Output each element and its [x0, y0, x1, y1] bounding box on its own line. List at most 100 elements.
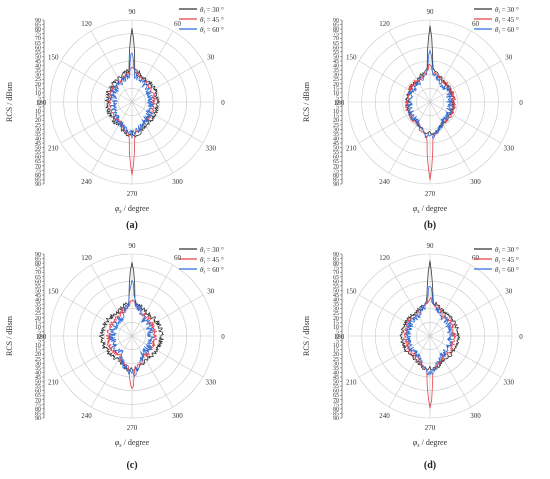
radial-tick-label: 50: [35, 380, 41, 386]
radial-tick-label: 20: [333, 316, 339, 322]
radial-tick-label: 45: [333, 141, 339, 147]
radial-tick-label: 10: [333, 325, 339, 331]
angle-tick-label: 0: [221, 99, 225, 107]
grid-spoke: [131, 335, 204, 378]
angle-tick-label: 60: [174, 254, 182, 262]
panel-caption: (d): [424, 460, 436, 471]
radial-tick-label: 5: [336, 329, 339, 335]
radial-tick-label: 30: [333, 307, 339, 313]
radial-tick-label: 50: [333, 380, 339, 386]
radial-tick-label: 85: [333, 23, 339, 29]
radial-tick-label: 80: [35, 407, 41, 413]
series-line: [109, 52, 154, 139]
angle-tick-label: 30: [505, 288, 513, 296]
angle-tick-label: 240: [81, 178, 92, 186]
angle-tick-label: 210: [346, 145, 357, 153]
angle-tick-label: 120: [81, 254, 92, 262]
angle-tick-label: 0: [221, 333, 225, 341]
grid-spoke: [90, 264, 133, 337]
radial-tick-label: 25: [35, 123, 41, 129]
grid-spoke: [90, 30, 133, 103]
angle-tick-label: 180: [36, 333, 47, 341]
grid-spoke: [60, 294, 133, 337]
radial-tick-label: 10: [35, 325, 41, 331]
radial-tick-label: 0: [38, 334, 41, 340]
radial-tick-label: 90: [333, 182, 339, 188]
angle-tick-label: 30: [207, 54, 215, 62]
radial-tick-label: 30: [35, 127, 41, 133]
radial-tick-label: 75: [333, 32, 339, 38]
radial-tick-label: 60: [35, 45, 41, 51]
radial-tick-label: 20: [333, 352, 339, 358]
radial-tick-label: 70: [35, 398, 41, 404]
angle-tick-label: 330: [504, 145, 515, 153]
angle-tick-label: 210: [48, 379, 59, 387]
radial-tick-label: 90: [333, 416, 339, 422]
grid-spoke: [131, 60, 204, 103]
y-axis-title: RCS / dBsm: [5, 315, 14, 356]
angle-tick-label: 60: [472, 254, 480, 262]
radial-tick-label: 30: [333, 361, 339, 367]
radial-tick-label: 30: [35, 73, 41, 79]
grid-spoke: [131, 335, 174, 408]
radial-tick-label: 45: [35, 59, 41, 65]
panel-caption: (c): [126, 460, 137, 471]
grid-spoke: [388, 335, 431, 408]
radial-tick-label: 60: [333, 279, 339, 285]
radial-tick-label: 65: [333, 41, 339, 47]
radial-tick-label: 5: [38, 329, 41, 335]
grid-spoke: [388, 30, 431, 103]
grid-spoke: [358, 101, 431, 144]
radial-tick-label: 75: [35, 32, 41, 38]
radial-tick-label: 70: [35, 164, 41, 170]
angle-tick-label: 240: [379, 178, 390, 186]
angle-tick-label: 300: [172, 412, 183, 420]
radial-tick-label: 70: [35, 36, 41, 42]
radial-tick-label: 25: [333, 357, 339, 363]
radial-tick-label: 35: [333, 132, 339, 138]
legend-label: θi = 60 °: [495, 26, 519, 36]
radial-tick-label: 90: [35, 252, 41, 258]
grid-spoke: [388, 264, 431, 337]
grid-spoke: [429, 101, 502, 144]
radial-tick-label: 35: [35, 132, 41, 138]
radial-tick-label: 85: [35, 23, 41, 29]
radial-tick-label: 55: [333, 150, 339, 156]
grid-spoke: [358, 60, 431, 103]
radial-tick-label: 30: [333, 73, 339, 79]
angle-tick-label: 90: [129, 8, 137, 16]
angle-tick-label: 30: [505, 54, 513, 62]
radial-tick-label: 35: [35, 68, 41, 74]
polar-chart-a: 9085807570656055504540353025201510505101…: [5, 6, 225, 231]
polar-chart-c: 9085807570656055504540353025201510505101…: [5, 242, 225, 471]
legend-label: θi = 45 °: [200, 256, 224, 266]
angle-tick-label: 120: [379, 254, 390, 262]
grid-spoke: [131, 30, 174, 103]
radial-tick-label: 55: [35, 384, 41, 390]
radial-tick-label: 75: [35, 168, 41, 174]
grid-spoke: [388, 101, 431, 174]
radial-tick-label: 40: [35, 64, 41, 70]
angle-tick-label: 270: [425, 424, 436, 432]
x-axis-title: φs / degree: [115, 204, 150, 215]
radial-tick-label: 75: [333, 266, 339, 272]
radial-tick-label: 10: [35, 91, 41, 97]
series-line: [406, 49, 453, 139]
angle-tick-label: 180: [334, 99, 345, 107]
radial-tick-label: 40: [333, 370, 339, 376]
grid-spoke: [60, 101, 133, 144]
angle-tick-label: 30: [207, 288, 215, 296]
grid-spoke: [429, 264, 472, 337]
angle-tick-label: 90: [427, 8, 435, 16]
radial-tick-label: 45: [333, 293, 339, 299]
radial-tick-label: 80: [35, 173, 41, 179]
radial-tick-label: 50: [35, 54, 41, 60]
angle-tick-label: 0: [519, 99, 523, 107]
radial-tick-label: 35: [333, 302, 339, 308]
radial-tick-label: 35: [35, 302, 41, 308]
legend-label: θi = 30 °: [495, 246, 519, 256]
legend-label: θi = 30 °: [200, 6, 224, 16]
angle-tick-label: 150: [48, 288, 59, 296]
grid-spoke: [429, 335, 502, 378]
radial-tick-label: 35: [333, 366, 339, 372]
